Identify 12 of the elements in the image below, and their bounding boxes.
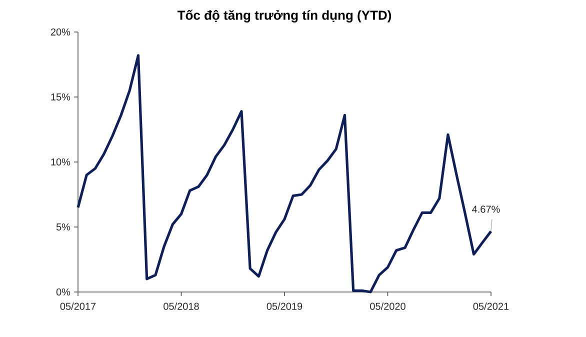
- y-tick-label: 20%: [50, 28, 70, 36]
- annotation: 4.67%: [472, 206, 500, 213]
- y-tick-label: 5%: [56, 223, 70, 231]
- x-tick-label: 05/2021: [473, 302, 509, 310]
- x-tick-label: 05/2017: [60, 302, 96, 310]
- x-tick-label: 05/2018: [164, 302, 199, 310]
- y-tick-label: 10%: [51, 158, 70, 166]
- y-tick-label: 0%: [56, 288, 70, 296]
- x-tick-label: 05/2019: [266, 302, 302, 310]
- x-tick-label: 05/2020: [370, 302, 406, 310]
- chart-title: Tốc độ tăng trưởng tín dụng (YTD): [177, 10, 392, 22]
- y-tick-label: 15%: [51, 93, 70, 101]
